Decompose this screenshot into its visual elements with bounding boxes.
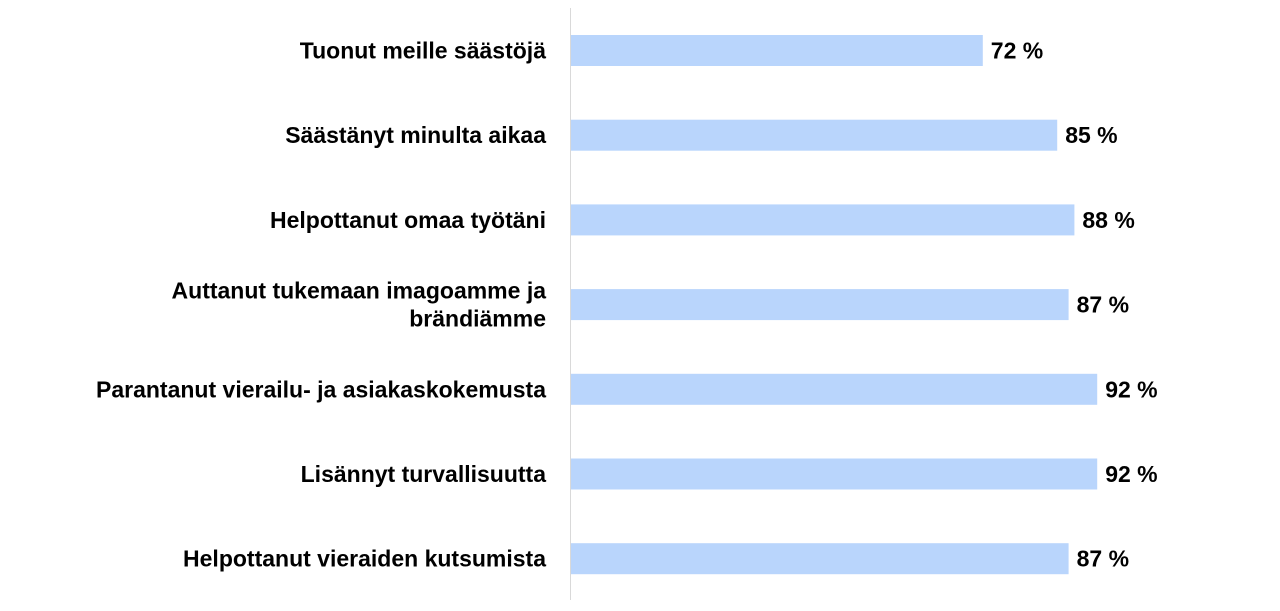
category-label-line: Lisännyt turvallisuutta (301, 461, 547, 487)
bar (571, 458, 1098, 490)
category-label: Säästänyt minulta aikaa (285, 122, 546, 148)
category-label: Helpottanut vieraiden kutsumista (183, 546, 546, 572)
category-label-line: Parantanut vierailu- ja asiakaskokemusta (96, 376, 546, 402)
category-label: Auttanut tukemaan imagoamme ja brändiämme (172, 278, 547, 332)
value-label: 92 % (1105, 461, 1157, 487)
value-label: 87 % (1077, 546, 1129, 572)
category-label-line: Säästänyt minulta aikaa (285, 122, 546, 148)
bar (571, 289, 1069, 321)
category-label-line: Auttanut tukemaan imagoamme ja (172, 278, 547, 304)
value-label: 72 % (991, 38, 1043, 64)
value-label: 87 % (1077, 292, 1129, 318)
bar (571, 373, 1098, 405)
bar (571, 543, 1069, 575)
category-label-line: brändiämme (409, 306, 546, 332)
category-labels-group: Tuonut meille säästöjä Säästänyt minulta … (96, 38, 546, 572)
category-label: Lisännyt turvallisuutta (301, 461, 547, 487)
category-label: Tuonut meille säästöjä (300, 38, 546, 64)
bar (571, 204, 1075, 236)
bars-group (571, 35, 1098, 575)
category-label-line: Helpottanut omaa työtäni (270, 207, 546, 233)
category-label: Helpottanut omaa työtäni (270, 207, 546, 233)
bar (571, 119, 1058, 151)
category-label: Parantanut vierailu- ja asiakaskokemusta (96, 376, 546, 402)
category-label-line: Tuonut meille säästöjä (300, 38, 546, 64)
value-label: 92 % (1105, 376, 1157, 402)
category-label-line: Helpottanut vieraiden kutsumista (183, 546, 546, 572)
value-label: 85 % (1065, 122, 1117, 148)
value-labels-group: 72 % 85 % 88 % 87 % 92 % 92 % 87 % (991, 38, 1158, 572)
bar (571, 35, 983, 66)
value-label: 88 % (1082, 207, 1134, 233)
